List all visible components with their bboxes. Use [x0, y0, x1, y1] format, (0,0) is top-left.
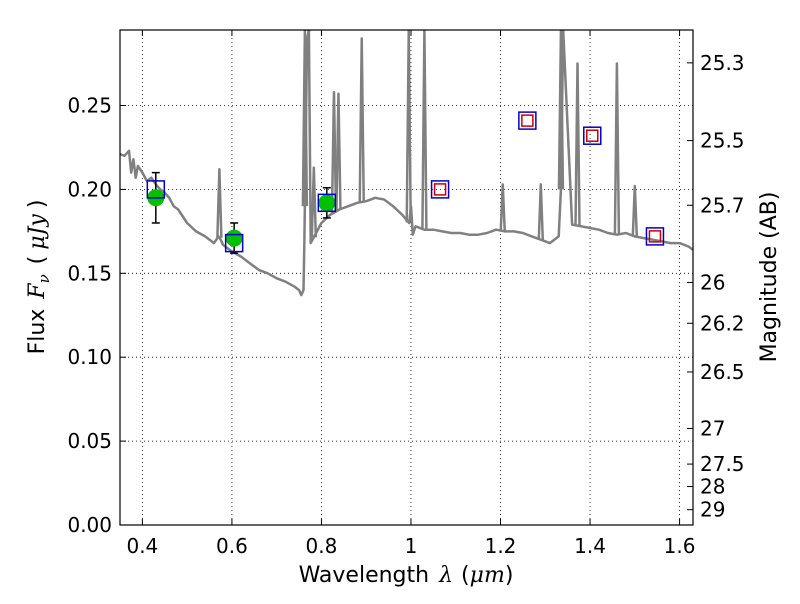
- model-flux-square: [645, 227, 665, 246]
- mag-tick-label: 26: [700, 270, 725, 294]
- mag-tick-label: 27.5: [700, 452, 745, 476]
- emission-line-spike: [613, 62, 621, 235]
- y-tick-label: 0.15: [67, 261, 112, 285]
- emission-line-spike: [405, 30, 412, 223]
- mag-tick-label: 25.5: [700, 129, 745, 153]
- grid: [120, 30, 693, 526]
- x-tick-label: 0.4: [126, 534, 158, 558]
- x-tick-label: 0.8: [306, 534, 338, 558]
- y-tick-label: 0.05: [67, 429, 112, 453]
- x-tick-label: 1.6: [664, 534, 696, 558]
- emission-line-spike: [631, 184, 639, 237]
- x-tick-label: 1: [405, 534, 418, 558]
- model-flux-square: [583, 126, 602, 145]
- mag-tick-label: 27: [700, 416, 725, 440]
- emission-line-spike: [537, 183, 545, 240]
- y2-axis-label: Magnitude (AB): [757, 192, 782, 363]
- x-axis-label: Wavelength λ (μm): [299, 563, 514, 588]
- mag-tick-label: 25.3: [700, 51, 745, 75]
- emission-line-spike: [557, 30, 565, 190]
- model-flux-square: [430, 180, 450, 199]
- emission-line-spike: [216, 168, 223, 238]
- emission-line-spike: [499, 183, 506, 231]
- data-layer: [120, 30, 693, 297]
- model-flux-inner-square: [586, 129, 599, 142]
- emission-line-spike: [574, 62, 581, 226]
- model-flux-inner-square: [521, 114, 534, 127]
- mag-tick-label: 25.7: [700, 193, 745, 217]
- mag-tick-label: 26.2: [700, 311, 745, 335]
- y-tick-label: 0.10: [67, 345, 112, 369]
- sed-model-line: [120, 30, 693, 297]
- model-flux-inner-square: [433, 183, 447, 196]
- emission-line-spike: [330, 90, 338, 213]
- y-tick-label: 0.20: [67, 177, 112, 201]
- marker-layer: [146, 111, 665, 254]
- mag-tick-label: 29: [700, 498, 725, 522]
- y-axis-label: FluxFν(μJy): [25, 200, 53, 355]
- ticks: 0.4 0.6 0.8 1 1.2 1.4 1.6 0.00 0.05 0.10 0.15 0.20 0…: [67, 30, 745, 558]
- plot-background: [120, 30, 693, 525]
- x-tick-label: 0.6: [216, 534, 248, 558]
- observed-flux-point: [225, 229, 243, 247]
- model-flux-square: [317, 193, 337, 213]
- x-tick-label: 1.2: [485, 534, 517, 558]
- x-tick-label: 1.4: [574, 534, 606, 558]
- model-flux-square: [146, 180, 166, 199]
- y-tick-label: 0.25: [67, 94, 112, 118]
- model-flux-square: [224, 233, 244, 253]
- model-flux-square: [518, 111, 537, 130]
- y-tick-label: 0.00: [67, 513, 112, 537]
- observed-flux-point: [318, 194, 336, 212]
- emission-line-spike: [310, 166, 318, 238]
- emission-line-spike: [301, 30, 309, 207]
- mag-tick-label: 28: [700, 475, 725, 499]
- emission-line-spike: [335, 92, 342, 211]
- model-flux-inner-square: [648, 230, 662, 243]
- plot-frame: [119, 29, 694, 526]
- emission-line-spike: [358, 37, 365, 203]
- mag-tick-label: 26.5: [700, 360, 745, 384]
- emission-line-spike: [421, 30, 428, 230]
